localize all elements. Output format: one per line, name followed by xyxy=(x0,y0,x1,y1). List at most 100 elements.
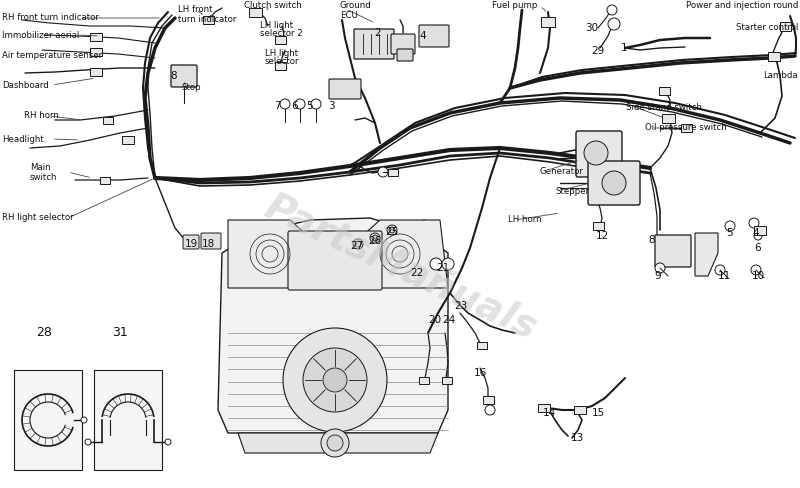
Text: Generator: Generator xyxy=(540,167,584,177)
Text: 17: 17 xyxy=(350,163,363,173)
Text: Immobilizer aerial: Immobilizer aerial xyxy=(2,30,79,40)
Circle shape xyxy=(378,167,388,177)
Circle shape xyxy=(283,328,387,432)
Text: 4: 4 xyxy=(752,228,758,238)
Text: Headlight: Headlight xyxy=(2,135,44,143)
Text: 1: 1 xyxy=(621,43,628,53)
Text: Air temperature sensor: Air temperature sensor xyxy=(2,52,102,61)
Bar xyxy=(482,396,494,404)
Bar xyxy=(90,68,102,76)
Text: LH light: LH light xyxy=(260,20,293,29)
Text: 21: 21 xyxy=(436,263,450,273)
FancyBboxPatch shape xyxy=(655,235,691,267)
Bar xyxy=(122,136,134,144)
Text: 15: 15 xyxy=(592,408,606,418)
Polygon shape xyxy=(228,220,310,288)
Text: RH front turn indicator: RH front turn indicator xyxy=(2,14,99,22)
FancyBboxPatch shape xyxy=(288,231,382,290)
Text: Starter control: Starter control xyxy=(736,22,798,32)
Bar xyxy=(538,404,550,412)
Text: 10: 10 xyxy=(752,271,765,281)
Circle shape xyxy=(370,233,380,243)
Circle shape xyxy=(442,258,454,270)
Text: 4: 4 xyxy=(419,31,426,41)
Circle shape xyxy=(584,141,608,165)
Bar xyxy=(103,117,113,123)
Text: turn indicator: turn indicator xyxy=(178,15,236,23)
Bar xyxy=(768,52,780,61)
Bar xyxy=(574,406,586,414)
Circle shape xyxy=(715,265,725,275)
Bar xyxy=(779,21,790,30)
Text: ECU: ECU xyxy=(340,11,358,20)
Text: 23: 23 xyxy=(454,301,467,311)
Text: 24: 24 xyxy=(442,315,455,325)
Circle shape xyxy=(353,239,363,249)
Text: 27: 27 xyxy=(350,241,363,251)
Text: 18: 18 xyxy=(202,239,215,249)
Text: 29: 29 xyxy=(591,46,604,56)
Bar xyxy=(274,36,286,44)
FancyBboxPatch shape xyxy=(576,131,622,177)
Text: Fuel pump: Fuel pump xyxy=(492,1,538,11)
Text: Lambda: Lambda xyxy=(763,70,798,80)
Text: PartsMañuals: PartsMañuals xyxy=(258,189,542,348)
Text: 31: 31 xyxy=(112,326,128,340)
FancyBboxPatch shape xyxy=(171,65,197,87)
Text: Main: Main xyxy=(30,163,50,172)
Text: 6: 6 xyxy=(754,243,761,253)
Bar xyxy=(14,370,82,470)
Circle shape xyxy=(81,417,87,423)
Bar xyxy=(754,225,766,235)
Text: Stop: Stop xyxy=(181,83,201,93)
Text: 7: 7 xyxy=(274,101,281,111)
Circle shape xyxy=(165,439,171,445)
Text: LH light: LH light xyxy=(265,48,298,58)
Text: 12: 12 xyxy=(596,231,610,241)
Text: 8: 8 xyxy=(648,235,654,245)
Text: RH light selector: RH light selector xyxy=(2,214,74,223)
Text: 3: 3 xyxy=(328,101,334,111)
Circle shape xyxy=(295,99,305,109)
Circle shape xyxy=(280,99,290,109)
Circle shape xyxy=(387,225,397,235)
Circle shape xyxy=(607,5,617,15)
FancyBboxPatch shape xyxy=(588,161,640,205)
Polygon shape xyxy=(360,220,448,288)
FancyBboxPatch shape xyxy=(391,34,415,54)
Polygon shape xyxy=(218,218,448,433)
Text: 6: 6 xyxy=(291,101,298,111)
Text: 13: 13 xyxy=(571,433,584,443)
Circle shape xyxy=(323,368,347,392)
Bar xyxy=(658,87,670,95)
Circle shape xyxy=(321,429,349,457)
Bar xyxy=(388,168,398,176)
Text: switch: switch xyxy=(30,172,58,182)
FancyBboxPatch shape xyxy=(201,233,221,249)
Text: LH front: LH front xyxy=(178,5,213,15)
Circle shape xyxy=(327,435,343,451)
Text: 2: 2 xyxy=(374,28,381,38)
Text: 11: 11 xyxy=(718,271,731,281)
Text: 9: 9 xyxy=(654,271,661,281)
Circle shape xyxy=(303,348,367,412)
FancyBboxPatch shape xyxy=(329,79,361,99)
Text: selector: selector xyxy=(265,58,299,66)
Bar xyxy=(249,7,262,17)
Circle shape xyxy=(608,18,620,30)
Circle shape xyxy=(602,171,626,195)
Text: Power and injection round: Power and injection round xyxy=(686,1,798,11)
Text: 8: 8 xyxy=(170,71,177,81)
Bar xyxy=(442,377,452,384)
Text: Dashboard: Dashboard xyxy=(2,81,49,89)
Bar xyxy=(419,377,429,384)
Circle shape xyxy=(311,99,321,109)
Text: selector 2: selector 2 xyxy=(260,29,302,39)
Text: 30: 30 xyxy=(585,23,598,33)
Text: 5: 5 xyxy=(726,228,733,238)
FancyBboxPatch shape xyxy=(183,235,199,249)
Circle shape xyxy=(372,235,378,241)
Bar xyxy=(477,342,487,348)
Text: Oil pressure switch: Oil pressure switch xyxy=(645,123,726,133)
Circle shape xyxy=(355,241,361,247)
